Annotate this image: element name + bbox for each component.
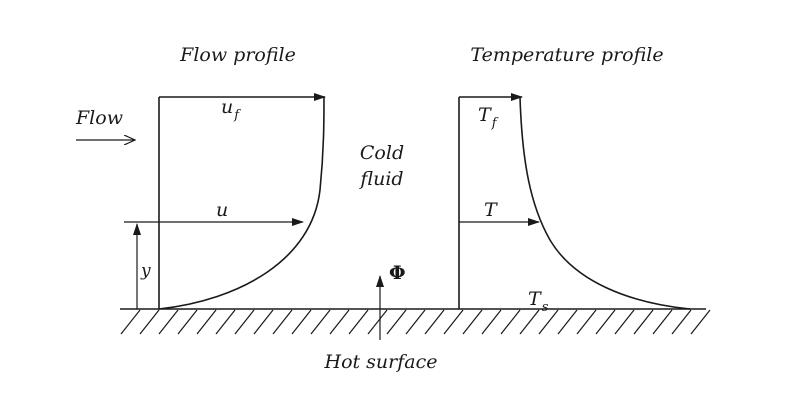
hatch-mark — [424, 309, 445, 335]
hatch-mark — [253, 309, 274, 335]
t-label: T — [484, 199, 498, 221]
hatch-mark — [348, 309, 369, 335]
hatch-mark — [234, 309, 255, 335]
hatch-mark — [595, 309, 616, 335]
hatch-mark — [538, 309, 559, 335]
hatch-mark — [177, 309, 198, 335]
cold-fluid-label-line2: fluid — [358, 168, 403, 190]
hatch-mark — [671, 309, 692, 335]
phi-label: Φ — [389, 262, 406, 284]
flow-profile-title: Flow profile — [179, 44, 296, 66]
hatch-mark — [443, 309, 464, 335]
flow-label: Flow — [75, 107, 123, 129]
hatch-mark — [405, 309, 426, 335]
hatch-mark — [633, 309, 654, 335]
hot-surface-label: Hot surface — [324, 351, 438, 373]
hatch-mark — [196, 309, 217, 335]
t-s-label: Ts — [528, 288, 549, 315]
hatch-mark — [329, 309, 350, 335]
temperature-profile-curve — [519, 96, 691, 310]
u-f-label: uf — [221, 96, 241, 123]
hatch-mark — [614, 309, 635, 335]
hatch-mark — [310, 309, 331, 335]
hatch-mark — [367, 309, 388, 335]
u-label: u — [216, 199, 228, 221]
hatch-mark — [158, 309, 179, 335]
hatch-mark — [272, 309, 293, 335]
hatch-mark — [139, 309, 160, 335]
hatch-mark — [652, 309, 673, 335]
temperature-profile-title: Temperature profile — [470, 44, 663, 66]
t-f-label: Tf — [478, 104, 499, 131]
velocity-profile-curve — [158, 96, 325, 310]
hatch-mark — [690, 309, 711, 335]
hatch-mark — [291, 309, 312, 335]
hatch-mark — [481, 309, 502, 335]
hatch-mark — [386, 309, 407, 335]
cold-fluid-label-line1: Cold — [360, 142, 404, 164]
hatch-mark — [519, 309, 540, 335]
hatch-mark — [576, 309, 597, 335]
surface-hatching — [120, 309, 711, 335]
y-label: y — [140, 261, 151, 281]
hatch-mark — [120, 309, 141, 335]
hatch-mark — [215, 309, 236, 335]
hatch-mark — [462, 309, 483, 335]
hatch-mark — [500, 309, 521, 335]
hatch-mark — [557, 309, 578, 335]
